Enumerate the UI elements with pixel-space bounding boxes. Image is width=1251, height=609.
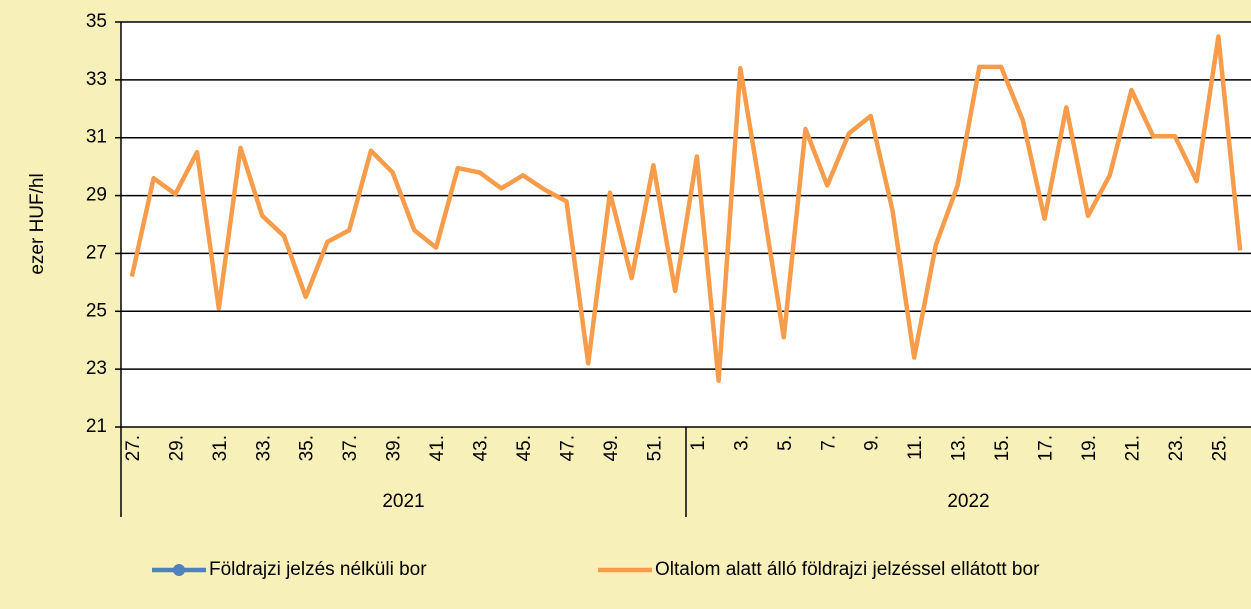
x-tick-label: 17. <box>1036 435 1057 461</box>
x-tick-label: 49. <box>601 435 622 461</box>
x-tick-label: 33. <box>253 435 274 461</box>
x-tick-label: 7. <box>818 435 839 451</box>
y-tick-label: 35 <box>86 11 107 32</box>
x-tick-label: 11. <box>905 435 926 460</box>
legend-label: Földrajzi jelzés nélküli bor <box>209 559 427 580</box>
x-group-label: 2021 <box>382 491 424 512</box>
x-group-label: 2022 <box>947 491 989 512</box>
y-tick-label: 27 <box>86 242 107 263</box>
x-tick-label: 23. <box>1166 435 1187 461</box>
x-tick-label: 19. <box>1079 435 1100 461</box>
y-tick-label: 21 <box>86 416 107 437</box>
x-tick-label: 35. <box>297 435 318 461</box>
y-tick-label: 31 <box>86 127 107 148</box>
series-line <box>129 34 1243 383</box>
y-axis-label: ezer HUF/hl <box>27 173 48 274</box>
x-tick-label: 25. <box>1209 435 1230 461</box>
x-tick-label: 9. <box>862 435 883 451</box>
x-tick-label: 41. <box>427 435 448 461</box>
x-tick-label: 3. <box>731 435 752 451</box>
x-tick-label: 1. <box>688 435 709 451</box>
x-tick-label: 43. <box>471 435 492 461</box>
y-tick-label: 25 <box>86 300 107 321</box>
x-tick-label: 31. <box>210 435 231 461</box>
x-tick-label: 13. <box>949 435 970 461</box>
y-tick-label: 29 <box>86 185 107 206</box>
y-tick-label: 33 <box>86 69 107 90</box>
x-tick-label: 21. <box>1122 435 1143 461</box>
x-tick-label: 47. <box>557 435 578 461</box>
x-tick-label: 15. <box>992 435 1013 461</box>
legend-marker <box>173 564 185 576</box>
x-tick-label: 5. <box>775 435 796 451</box>
x-tick-label: 39. <box>384 435 405 461</box>
x-tick-label: 45. <box>514 435 535 461</box>
legend-label: Oltalom alatt álló földrajzi jelzéssel e… <box>655 559 1040 580</box>
x-tick-label: 27. <box>123 435 144 461</box>
x-tick-label: 29. <box>166 435 187 461</box>
x-tick-label: 51. <box>644 435 665 461</box>
x-tick-label: 37. <box>340 435 361 461</box>
y-tick-label: 23 <box>86 358 107 379</box>
